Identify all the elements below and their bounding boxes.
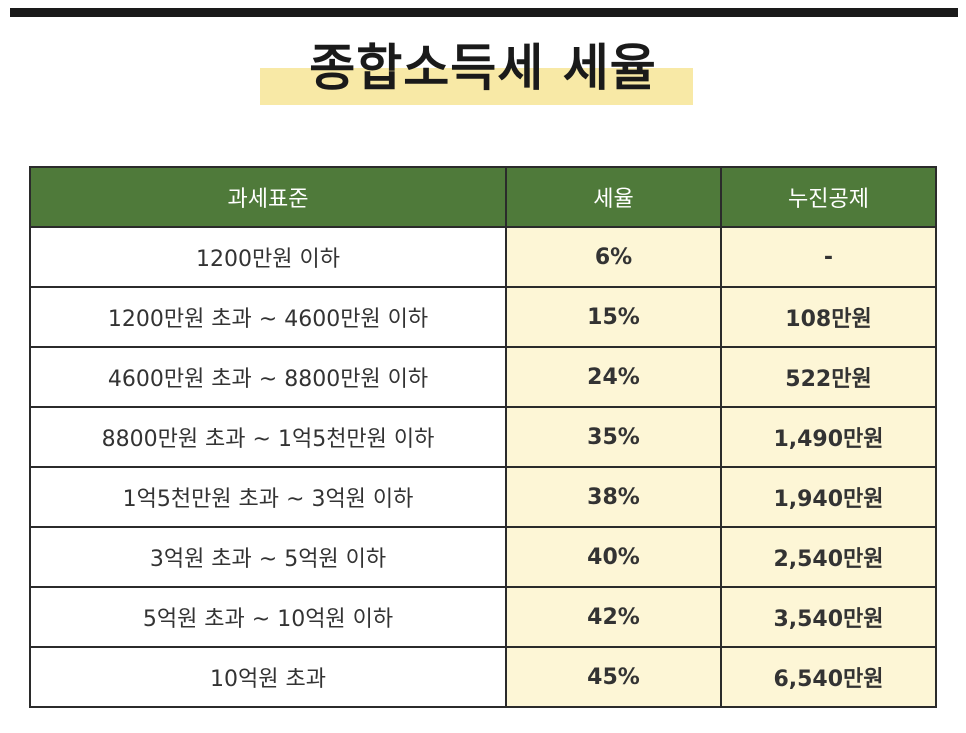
tax-rate-cell: 42% — [505, 586, 722, 648]
deduction-cell: - — [720, 226, 937, 288]
table-row: 8800만원 초과 ~ 1억5천만원 이하 35% 1,490만원 — [29, 406, 937, 468]
tax-base-cell: 3억원 초과 ~ 5억원 이하 — [29, 526, 507, 588]
table-row: 1억5천만원 초과 ~ 3억원 이하 38% 1,940만원 — [29, 466, 937, 528]
deduction-cell: 108만원 — [720, 286, 937, 348]
deduction-cell: 1,940만원 — [720, 466, 937, 528]
title-highlight — [260, 68, 693, 105]
tax-base-cell: 1200만원 이하 — [29, 226, 507, 288]
table-row: 10억원 초과 45% 6,540만원 — [29, 646, 937, 708]
tax-base-cell: 5억원 초과 ~ 10억원 이하 — [29, 586, 507, 648]
tax-rate-cell: 24% — [505, 346, 722, 408]
tax-rate-cell: 6% — [505, 226, 722, 288]
tax-base-cell: 1200만원 초과 ~ 4600만원 이하 — [29, 286, 507, 348]
table-row: 1200만원 이하 6% - — [29, 226, 937, 288]
header-tax-base: 과세표준 — [29, 166, 507, 228]
deduction-cell: 2,540만원 — [720, 526, 937, 588]
tax-rate-cell: 45% — [505, 646, 722, 708]
deduction-cell: 1,490만원 — [720, 406, 937, 468]
table-row: 3억원 초과 ~ 5억원 이하 40% 2,540만원 — [29, 526, 937, 588]
tax-rate-cell: 40% — [505, 526, 722, 588]
tax-base-cell: 8800만원 초과 ~ 1억5천만원 이하 — [29, 406, 507, 468]
tax-rate-table: 과세표준 세율 누진공제 1200만원 이하 6% -1200만원 초과 ~ 460… — [29, 166, 937, 708]
header-tax-rate: 세율 — [505, 166, 722, 228]
tax-rate-cell: 35% — [505, 406, 722, 468]
tax-rate-cell: 38% — [505, 466, 722, 528]
table-row: 4600만원 초과 ~ 8800만원 이하 24% 522만원 — [29, 346, 937, 408]
top-border-bar — [10, 8, 958, 17]
tax-base-cell: 4600만원 초과 ~ 8800만원 이하 — [29, 346, 507, 408]
deduction-cell: 522만원 — [720, 346, 937, 408]
tax-base-cell: 10억원 초과 — [29, 646, 507, 708]
table-row: 1200만원 초과 ~ 4600만원 이하 15% 108만원 — [29, 286, 937, 348]
deduction-cell: 3,540만원 — [720, 586, 937, 648]
tax-base-cell: 1억5천만원 초과 ~ 3억원 이하 — [29, 466, 507, 528]
page-title: 종합소득세 세율 — [309, 39, 657, 97]
table-header-row: 과세표준 세율 누진공제 — [29, 166, 937, 228]
table-row: 5억원 초과 ~ 10억원 이하 42% 3,540만원 — [29, 586, 937, 648]
tax-rate-cell: 15% — [505, 286, 722, 348]
deduction-cell: 6,540만원 — [720, 646, 937, 708]
header-progressive-deduction: 누진공제 — [720, 166, 937, 228]
